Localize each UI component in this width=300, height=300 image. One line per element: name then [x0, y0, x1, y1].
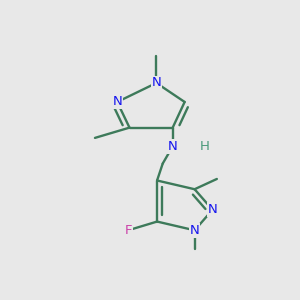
- Text: H: H: [199, 140, 209, 153]
- Text: F: F: [124, 224, 132, 237]
- Text: N: N: [112, 95, 122, 109]
- Text: N: N: [208, 203, 218, 216]
- Text: N: N: [168, 140, 178, 153]
- Text: N: N: [190, 224, 200, 237]
- Text: N: N: [152, 76, 161, 89]
